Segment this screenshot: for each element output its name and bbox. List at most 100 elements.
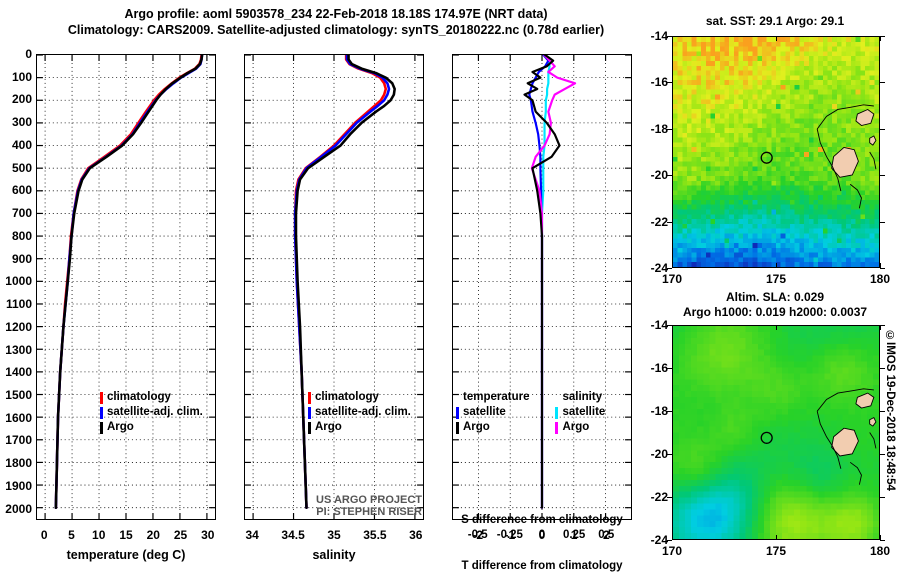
temperature-plot-legend: climatology satellite-adj. clim. Argo — [100, 390, 203, 435]
sst-map-lat-tick — [880, 36, 885, 37]
sla-map-lon-label: 175 — [765, 544, 787, 558]
sst-map-lon-label: 180 — [869, 272, 891, 286]
temperature-tick-label: 25 — [173, 528, 188, 542]
temperature-tick-label: 5 — [68, 528, 75, 542]
sla-map-lon-tick — [776, 325, 777, 330]
salinity-plot-legend: climatology satellite-adj. clim. Argo — [308, 390, 411, 435]
salinity-profile-plot — [244, 53, 424, 520]
sla-map-lon-tick — [672, 535, 673, 540]
temperature-axis-label: temperature (deg C) — [66, 548, 186, 562]
sla-map-svg — [673, 326, 879, 539]
depth-tick-label: 1600 — [5, 410, 32, 425]
t-difference-tick-label: 2 — [602, 528, 610, 542]
sla-map — [672, 325, 880, 540]
depth-tick-label: 0 — [25, 47, 32, 61]
depth-tick-label: 800 — [11, 228, 32, 243]
legend-color-swatch — [555, 406, 559, 419]
legend-label: satellite — [562, 406, 606, 418]
sla-title-line-1: Altim. SLA: 0.029 — [725, 290, 825, 304]
sst-map-lat-tick — [667, 175, 672, 177]
sla-map-lat-tick — [880, 325, 885, 326]
legend-label: climatology — [107, 391, 171, 403]
depth-tick-label: 500 — [11, 160, 32, 175]
sst-map-lat-label: -20 — [650, 168, 668, 183]
sla-map-lat-label: -14 — [650, 318, 668, 332]
legend-label: Argo — [562, 421, 590, 433]
sst-map-lon-label: 175 — [765, 272, 787, 286]
sst-map-lat-label: -14 — [650, 29, 668, 43]
temperature-legend-item: satellite-adj. clim. — [100, 405, 203, 420]
depth-tick-label: 1400 — [5, 365, 32, 380]
s-difference-tick-label: -0.25 — [496, 529, 523, 541]
sla-map-title: Altim. SLA: 0.029 Argo h1000: 0.019 h200… — [650, 290, 900, 320]
watermark-line-1: US ARGO PROJECT — [316, 494, 422, 506]
salinity-tick-label: 34 — [245, 528, 259, 542]
difference-legend-item: satellite — [555, 405, 605, 420]
watermark-line-2: PI: STEPHEN RISER — [316, 506, 422, 518]
s-difference-tick-label: 0.5 — [598, 529, 615, 541]
sla-map-lat-tick — [880, 368, 885, 369]
sla-map-lon-tick — [880, 535, 881, 540]
depth-tick-label: 900 — [11, 251, 32, 266]
sst-map-lat-label: -22 — [650, 214, 668, 229]
depth-tick-label: 1200 — [5, 319, 32, 334]
sla-map-lat-label: -22 — [650, 490, 668, 504]
salinity-tick-label: 35 — [327, 528, 341, 542]
legend-group-title: temperature — [463, 391, 530, 403]
sst-map-svg — [673, 37, 879, 267]
salinity-tick-label: 34.5 — [281, 528, 305, 542]
sst-map-lat-label: -16 — [650, 75, 668, 90]
legend-color-swatch — [456, 421, 459, 434]
sst-map-lat-tick — [667, 221, 672, 223]
depth-tick-label: 100 — [11, 69, 32, 84]
legend-label: Argo — [315, 421, 342, 433]
sst-map-lat-tick — [667, 128, 672, 130]
page-title: Argo profile: aoml 5903578_234 22-Feb-20… — [0, 6, 672, 38]
sst-map-title: sat. SST: 29.1 Argo: 29.1 — [705, 14, 845, 28]
legend-color-swatch — [456, 406, 459, 419]
sst-map-lat-tick — [880, 268, 885, 269]
legend-label: satellite-adj. clim. — [107, 406, 203, 418]
sst-map-lat-tick — [880, 175, 885, 177]
temperature-legend-item: climatology — [100, 390, 203, 405]
depth-tick-label: 1800 — [5, 456, 32, 471]
sst-map-lon-tick — [880, 36, 881, 41]
t-difference-tick-label: -1 — [504, 528, 516, 542]
temperature-tick-label: 30 — [201, 528, 215, 542]
difference-legend-group: temperature satellite Argo — [456, 390, 529, 435]
sla-map-lon-tick — [776, 535, 777, 540]
legend-label: Argo — [107, 421, 134, 433]
sla-map-lat-tick — [667, 454, 672, 455]
project-watermark: US ARGO PROJECT PI: STEPHEN RISER — [244, 494, 422, 518]
depth-tick-label: 300 — [11, 115, 32, 130]
difference-legend-item: satellite — [456, 405, 529, 420]
t-difference-tick-label: -2 — [472, 528, 484, 542]
sla-map-lat-label: -24 — [650, 533, 668, 547]
salinity-tick-label: 35.5 — [363, 528, 387, 542]
difference-legend-group: salinity satellite Argo — [555, 390, 605, 435]
salinity-legend-item: satellite-adj. clim. — [308, 405, 411, 420]
sla-map-lat-tick — [667, 325, 672, 326]
sst-map-lat-tick — [667, 268, 672, 269]
legend-label: satellite-adj. clim. — [315, 406, 411, 418]
depth-tick-label: 1500 — [5, 387, 32, 402]
sla-map-lat-tick — [880, 540, 885, 541]
sla-map-lat-tick — [880, 497, 885, 498]
legend-color-swatch — [100, 406, 103, 419]
sst-map-lon-tick — [776, 263, 777, 268]
sla-map-lat-label: -16 — [650, 361, 668, 375]
temperature-profile-svg — [37, 53, 215, 519]
depth-tick-label: 1300 — [5, 342, 32, 357]
depth-tick-label: 1100 — [5, 297, 32, 312]
depth-tick-label: 600 — [11, 183, 32, 198]
sla-map-lat-tick — [880, 454, 885, 455]
sst-map-lat-tick — [667, 82, 672, 84]
difference-profile-plot — [452, 53, 632, 520]
sst-map-lat-tick — [880, 128, 885, 130]
legend-group-title: salinity — [562, 391, 603, 403]
legend-color-swatch — [100, 421, 103, 434]
sst-map-lat-label: -18 — [650, 121, 668, 136]
depth-tick-label: 1700 — [5, 433, 32, 448]
depth-tick-label: 1000 — [5, 274, 32, 289]
sla-map-lat-tick — [667, 368, 672, 369]
